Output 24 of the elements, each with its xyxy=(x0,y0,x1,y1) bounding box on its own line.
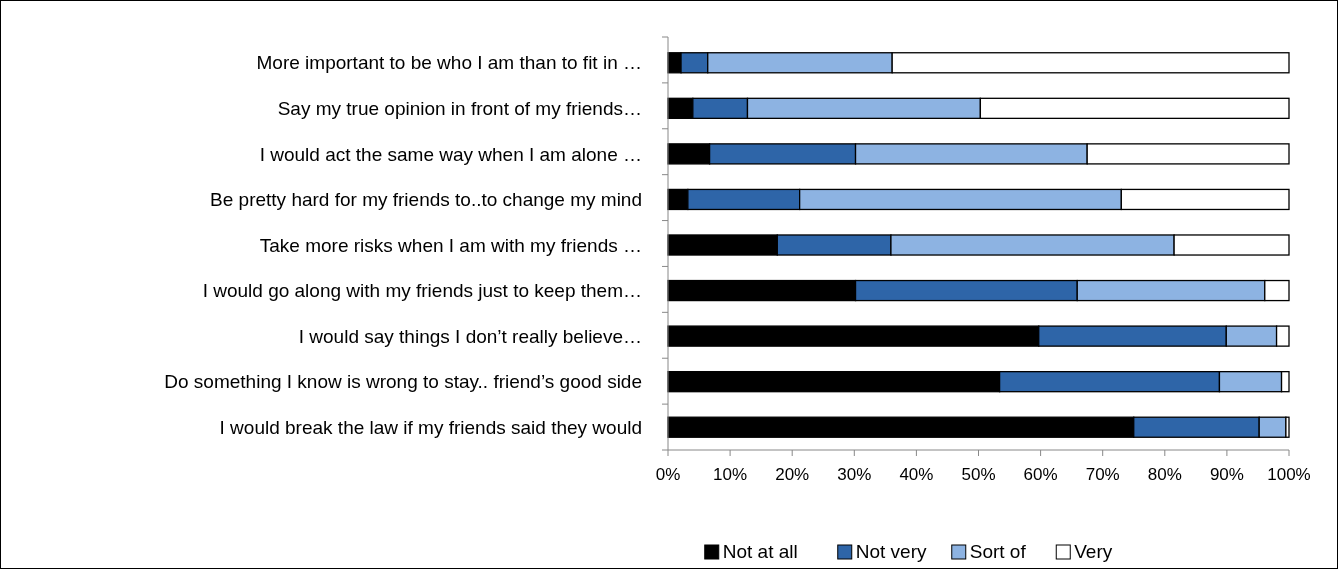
y-tick-label: I would go along with my friends just to keep them… xyxy=(202,280,642,302)
y-tick-label: Do something I know is wrong to stay.. friend’s good side xyxy=(164,371,642,393)
x-tick-label: 0% xyxy=(655,465,681,484)
y-tick-label: Be pretty hard for my friends to..to change my mind xyxy=(210,189,642,211)
x-tick-label: 90% xyxy=(1209,465,1244,484)
x-tick-label: 50% xyxy=(961,465,996,484)
x-tick-label: 60% xyxy=(1023,465,1058,484)
y-tick-label: Take more risks when I am with my friends … xyxy=(259,234,642,256)
y-tick-label: I would say things I don’t really believe… xyxy=(298,325,642,347)
x-tick-label: 80% xyxy=(1147,465,1182,484)
x-tick-label: 70% xyxy=(1085,465,1120,484)
y-tick-label: Say my true opinion in front of my friends… xyxy=(277,97,642,119)
y-tick-label: More important to be who I am than to fit in … xyxy=(256,52,642,74)
legend-label: Not very xyxy=(855,541,927,562)
x-tick-label: 20% xyxy=(775,465,810,484)
x-tick-label: 40% xyxy=(899,465,934,484)
x-tick-label: 30% xyxy=(837,465,872,484)
y-tick-label: I would break the law if my friends said they would xyxy=(219,416,642,438)
x-tick-label: 10% xyxy=(713,465,748,484)
legend-label: Very xyxy=(1074,541,1113,562)
legend-label: Sort of xyxy=(969,541,1027,562)
y-tick-label: I would act the same way when I am alone … xyxy=(259,143,642,165)
x-tick-label: 100% xyxy=(1267,465,1311,484)
legend-label: Not at all xyxy=(722,541,798,562)
